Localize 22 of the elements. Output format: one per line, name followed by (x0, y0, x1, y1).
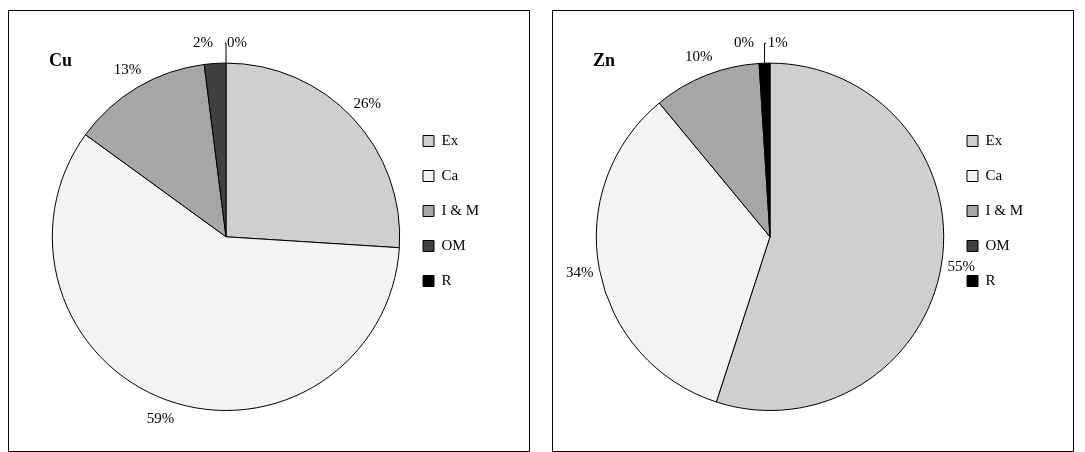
data-label: 34% (565, 264, 594, 281)
data-label: 26% (353, 95, 381, 112)
legend-label: I & M (985, 201, 1023, 218)
data-label: 2% (192, 34, 213, 51)
legend-label: Ca (985, 166, 1003, 183)
legend-label: OM (985, 236, 1010, 253)
legend-label: Ca (441, 166, 459, 183)
legend-label: R (441, 271, 452, 288)
legend-label: R (985, 271, 996, 288)
data-label: 10% (684, 47, 713, 64)
data-label: 13% (113, 61, 142, 78)
data-label: 1% (767, 34, 788, 51)
text: 0% (226, 34, 247, 51)
text: Zn (593, 50, 616, 71)
legend-label: Ex (985, 131, 1003, 148)
legend-label: Ex (441, 131, 459, 148)
legend-label: OM (441, 236, 466, 253)
legend-label: I & M (441, 201, 479, 218)
text: Cu (49, 50, 73, 71)
data-label: 59% (146, 409, 175, 426)
data-label: 55% (947, 258, 976, 275)
text: 0% (733, 34, 754, 51)
